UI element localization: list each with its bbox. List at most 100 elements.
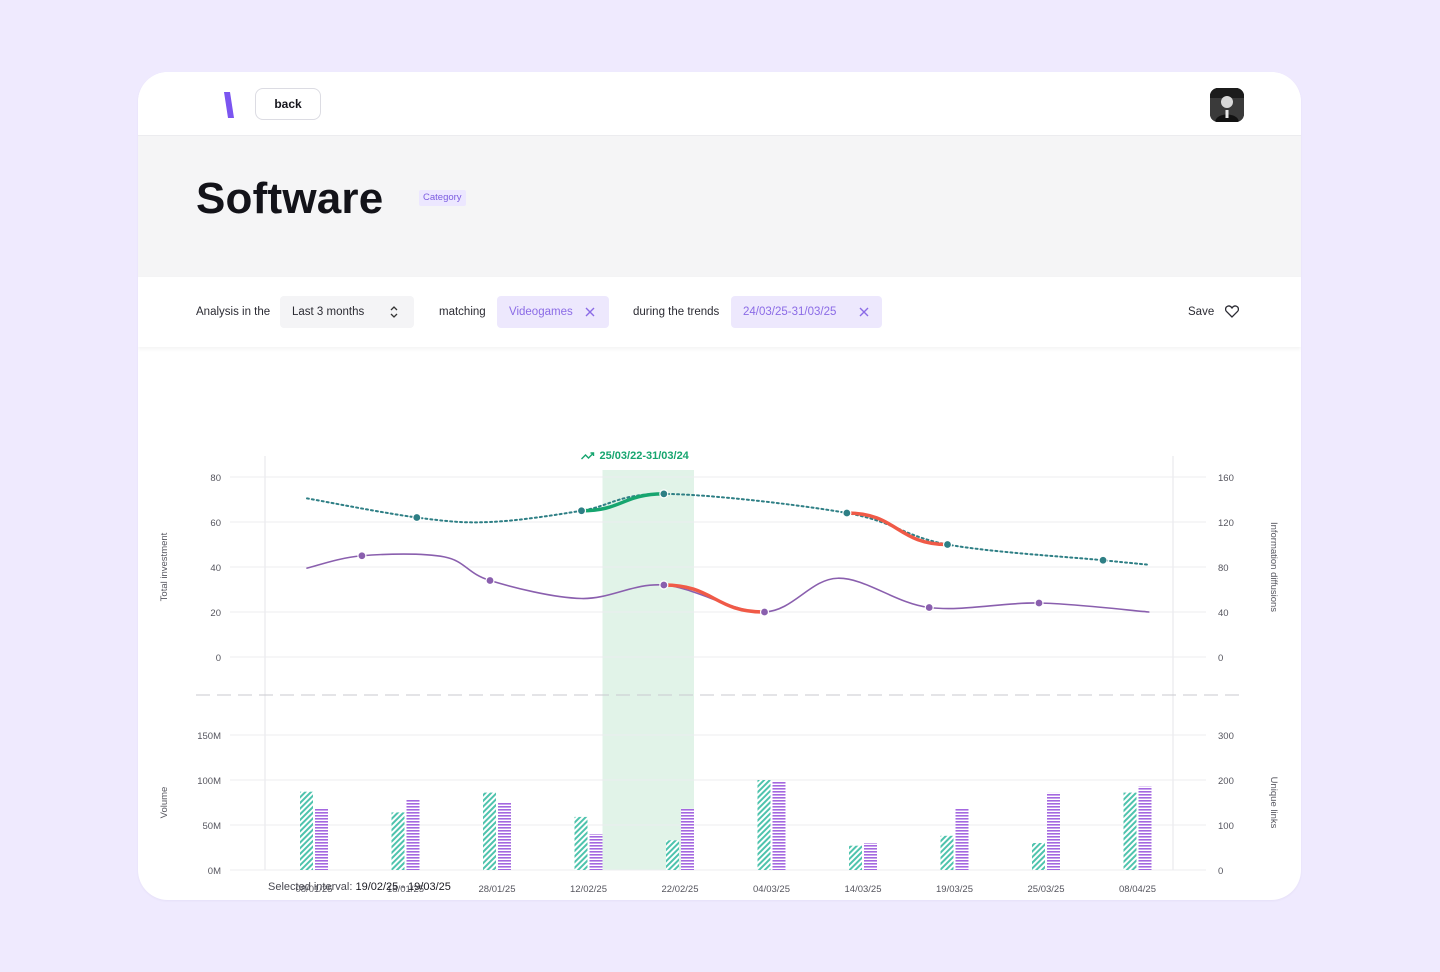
- trends-label: during the trends: [633, 306, 720, 318]
- close-icon[interactable]: [585, 307, 595, 317]
- bar: [391, 812, 405, 870]
- x-tick-label: 28/01/25: [479, 884, 516, 895]
- period-select[interactable]: Last 3 months: [280, 296, 414, 328]
- y-tick-label: 40: [210, 563, 221, 574]
- back-button[interactable]: back: [255, 88, 321, 120]
- bar: [940, 835, 954, 870]
- user-avatar-photo: [1210, 88, 1244, 122]
- save-button[interactable]: Save: [1188, 306, 1215, 318]
- y-tick-label: 80: [210, 473, 221, 484]
- selected-interval-label: Selected interval:: [268, 881, 353, 893]
- y2-tick-label: 0: [1218, 866, 1223, 877]
- bar: [849, 845, 862, 870]
- y-axis-label: Total investment: [159, 532, 170, 601]
- y2-tick-label: 300: [1218, 731, 1234, 742]
- y2-tick-label: 160: [1218, 473, 1234, 484]
- y-tick-label: 0M: [208, 866, 221, 877]
- data-point: [485, 575, 495, 586]
- bar: [406, 799, 420, 870]
- chevron-updown-icon: [390, 306, 398, 318]
- bar: [955, 808, 969, 870]
- y2-tick-label: 80: [1218, 563, 1229, 574]
- matching-label: matching: [439, 306, 486, 318]
- period-select-value: Last 3 months: [292, 306, 365, 318]
- series-line: [306, 492, 1150, 566]
- y-tick-label: 60: [210, 518, 221, 529]
- analysis-label: Analysis in the: [196, 306, 271, 318]
- bar: [574, 816, 588, 870]
- trends-chip-label: 24/03/25-31/03/25: [743, 306, 837, 318]
- bar: [681, 808, 694, 870]
- y2-tick-label: 100: [1218, 821, 1234, 832]
- trend-highlight-band: [602, 470, 694, 870]
- trend-label: 25/03/22-31/03/24: [581, 450, 690, 462]
- data-point: [1098, 555, 1108, 565]
- y-tick-label: 100M: [197, 776, 221, 787]
- bar: [483, 792, 496, 870]
- y-axis-label: Volume: [159, 787, 170, 819]
- matching-chip-label: Videogames: [509, 306, 573, 318]
- data-point: [1034, 598, 1044, 608]
- bar: [1123, 792, 1137, 870]
- filter-bar: Analysis in the Last 3 months matching V…: [138, 277, 1301, 347]
- y2-tick-label: 120: [1218, 518, 1234, 529]
- selected-interval: Selected interval: 19/02/25 - 19/03/25: [268, 881, 451, 893]
- heart-icon[interactable]: [1225, 305, 1239, 318]
- data-point: [942, 539, 953, 550]
- x-tick-label: 08/01/25: [296, 884, 333, 895]
- highlight-segment: [845, 511, 950, 547]
- data-point: [759, 607, 770, 617]
- data-point: [412, 512, 422, 523]
- bar: [589, 834, 603, 870]
- bar: [1138, 786, 1152, 870]
- bar: [498, 802, 511, 870]
- selected-interval-value: 19/02/25 - 19/03/25: [355, 881, 451, 893]
- data-point: [924, 602, 934, 613]
- bar: [1047, 792, 1060, 870]
- x-tick-label: 18/01/25: [387, 884, 424, 895]
- trend-chart[interactable]: 25/03/22-31/03/24 80 160 60 120 40 80 20 40 0 0 Tot…: [138, 347, 1301, 900]
- bar: [315, 807, 328, 870]
- y-tick-label: 50M: [203, 821, 222, 832]
- page-title: Software: [196, 174, 384, 223]
- y2-tick-label: 40: [1218, 608, 1229, 619]
- x-tick-label: 08/04/25: [1119, 884, 1156, 895]
- data-point: [659, 489, 669, 499]
- data-point: [357, 551, 367, 561]
- logo-slash-icon[interactable]: [224, 92, 234, 118]
- y2-axis-label: Unique links: [1268, 777, 1279, 829]
- bar: [864, 843, 877, 870]
- bar: [1032, 843, 1045, 870]
- matching-chip[interactable]: Videogames: [497, 296, 609, 328]
- data-point: [842, 508, 852, 518]
- x-tick-label: 14/03/25: [845, 884, 882, 895]
- page-header: Software Category: [138, 136, 1301, 277]
- y-tick-label: 0: [216, 653, 221, 664]
- category-badge: Category: [419, 190, 466, 206]
- x-tick-label: 04/03/25: [753, 884, 790, 895]
- highlight-segment: [579, 492, 666, 513]
- data-point: [659, 580, 669, 590]
- bar: [757, 780, 771, 870]
- app-card: back Software Category Analysis in the L…: [138, 72, 1301, 900]
- close-icon[interactable]: [859, 307, 869, 317]
- trends-chip[interactable]: 24/03/25-31/03/25: [731, 296, 882, 328]
- series-line: [306, 553, 1150, 613]
- bar: [300, 791, 313, 870]
- x-tick-label: 25/03/25: [1028, 884, 1065, 895]
- top-bar: back: [138, 72, 1301, 136]
- highlight-segment: [662, 583, 767, 614]
- user-avatar[interactable]: [1210, 88, 1244, 122]
- bar: [666, 840, 679, 870]
- trend-up-icon: [581, 452, 595, 460]
- y-tick-label: 20: [210, 608, 221, 619]
- x-tick-label: 22/02/25: [662, 884, 699, 895]
- bar: [772, 781, 786, 870]
- y2-axis-label: Information diffusions: [1268, 522, 1279, 612]
- x-tick-label: 12/02/25: [570, 884, 607, 895]
- y-tick-label: 150M: [197, 731, 221, 742]
- y2-tick-label: 200: [1218, 776, 1234, 787]
- data-point: [576, 506, 587, 516]
- y2-tick-label: 0: [1218, 653, 1223, 664]
- trend-label-text: 25/03/22-31/03/24: [600, 450, 690, 462]
